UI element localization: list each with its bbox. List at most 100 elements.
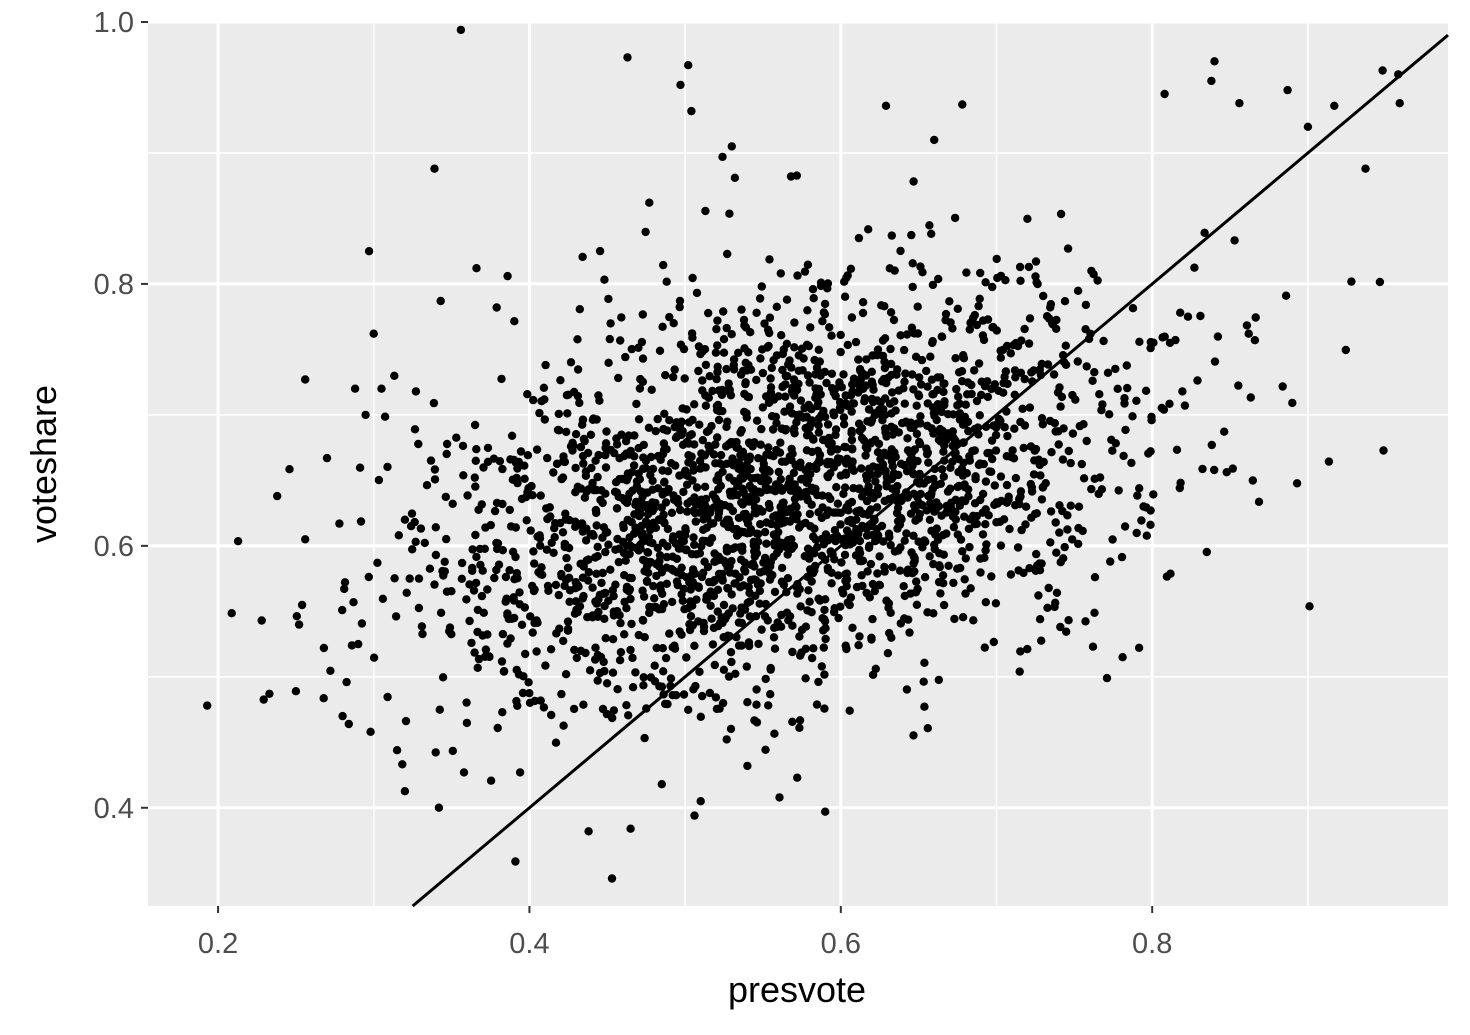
data-point	[802, 340, 812, 349]
data-point	[783, 574, 793, 583]
data-point	[569, 704, 579, 714]
data-point	[1019, 443, 1028, 453]
data-point	[890, 448, 899, 457]
data-point	[604, 540, 613, 549]
data-point	[896, 619, 905, 628]
data-point	[929, 559, 938, 569]
data-point	[610, 487, 620, 496]
data-point	[627, 573, 636, 583]
data-point	[902, 529, 911, 538]
data-point	[814, 421, 823, 430]
data-point	[561, 670, 571, 679]
data-point	[571, 578, 580, 587]
data-point	[285, 465, 294, 474]
data-point	[471, 482, 480, 491]
data-point	[1207, 76, 1216, 86]
data-point	[1030, 456, 1039, 465]
data-point	[426, 456, 436, 465]
data-point	[551, 580, 561, 590]
data-point	[641, 227, 650, 237]
data-point	[805, 509, 815, 519]
data-point	[760, 553, 770, 563]
data-point	[692, 595, 701, 604]
data-point	[429, 398, 439, 408]
data-point	[623, 53, 632, 62]
data-point	[1037, 636, 1046, 645]
data-point	[922, 366, 931, 376]
data-point	[663, 467, 673, 476]
data-point	[903, 434, 912, 443]
data-point	[1196, 311, 1205, 321]
data-point	[988, 282, 997, 292]
data-point	[654, 562, 664, 571]
data-point	[640, 733, 649, 743]
data-point	[960, 496, 970, 506]
data-point	[843, 340, 852, 350]
data-point	[617, 313, 626, 322]
data-point	[937, 465, 947, 474]
data-point	[862, 531, 872, 540]
data-point	[930, 135, 939, 145]
data-point	[366, 727, 375, 736]
data-point	[1088, 376, 1097, 385]
data-point	[479, 463, 488, 472]
data-point	[828, 384, 837, 393]
data-point	[775, 483, 785, 492]
data-point	[923, 382, 932, 391]
data-point	[600, 601, 609, 611]
data-point	[827, 369, 837, 378]
data-point	[383, 692, 392, 702]
data-point	[414, 574, 424, 583]
data-point	[705, 372, 714, 381]
data-point	[760, 612, 770, 621]
data-point	[669, 532, 678, 541]
data-point	[536, 541, 545, 550]
data-point	[738, 542, 747, 551]
data-point	[1013, 341, 1023, 351]
data-point	[718, 467, 727, 476]
data-point	[775, 793, 784, 802]
data-point	[470, 420, 480, 430]
data-point	[665, 312, 674, 322]
data-point	[841, 391, 850, 400]
data-point	[722, 364, 731, 374]
data-point	[921, 537, 930, 547]
data-point	[1060, 542, 1069, 552]
data-point	[677, 590, 686, 599]
data-point	[1228, 464, 1238, 473]
data-point	[1254, 497, 1264, 506]
data-point	[646, 558, 656, 567]
data-point	[700, 345, 710, 354]
data-point	[684, 418, 694, 427]
data-point	[794, 351, 803, 360]
data-point	[616, 618, 625, 628]
data-point	[1079, 474, 1089, 483]
data-point	[741, 323, 751, 332]
data-point	[1077, 459, 1087, 469]
data-point	[818, 491, 827, 500]
data-point	[1061, 341, 1071, 350]
data-point	[447, 587, 456, 596]
data-point	[789, 541, 799, 551]
data-point	[719, 348, 729, 357]
data-point	[880, 567, 889, 576]
data-point	[875, 581, 885, 590]
data-point	[737, 305, 746, 314]
data-point	[338, 605, 347, 615]
data-point	[609, 591, 618, 601]
data-point	[755, 586, 765, 596]
data-point	[620, 630, 629, 639]
data-point	[631, 668, 640, 677]
data-point	[526, 612, 535, 621]
data-point	[344, 719, 353, 729]
data-point	[712, 475, 721, 485]
data-point	[913, 302, 922, 311]
data-point	[807, 405, 816, 414]
data-point	[601, 463, 611, 472]
data-point	[912, 401, 921, 410]
data-point	[841, 505, 850, 514]
data-point	[601, 443, 610, 453]
data-point	[733, 490, 742, 500]
data-point	[583, 448, 593, 458]
data-point	[765, 313, 775, 322]
